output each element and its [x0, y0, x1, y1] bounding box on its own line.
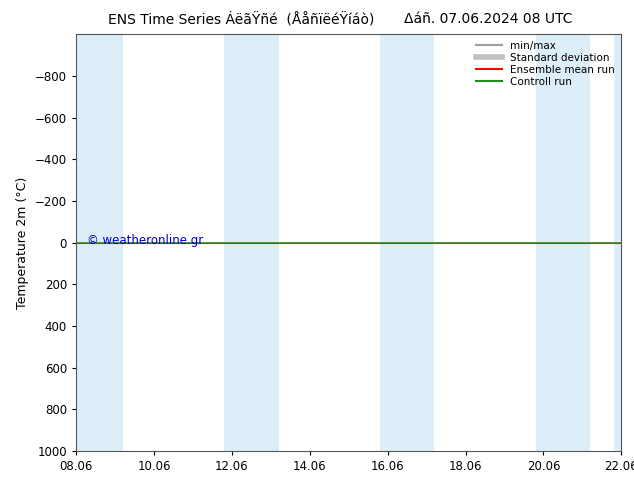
Legend: min/max, Standard deviation, Ensemble mean run, Controll run: min/max, Standard deviation, Ensemble me… — [472, 36, 619, 91]
Bar — [536, 34, 590, 451]
Text: ENS Time Series ÁëãŸñé  (ÅåñïëéŸíáò): ENS Time Series ÁëãŸñé (ÅåñïëéŸíáò) — [108, 12, 374, 27]
Text: Δáñ. 07.06.2024 08 UTC: Δáñ. 07.06.2024 08 UTC — [404, 12, 573, 26]
Y-axis label: Temperature 2m (°C): Temperature 2m (°C) — [16, 176, 29, 309]
Bar — [224, 34, 278, 451]
Bar — [76, 34, 123, 451]
Bar — [380, 34, 434, 451]
Bar — [614, 34, 621, 451]
Text: © weatheronline.gr: © weatheronline.gr — [87, 234, 204, 247]
